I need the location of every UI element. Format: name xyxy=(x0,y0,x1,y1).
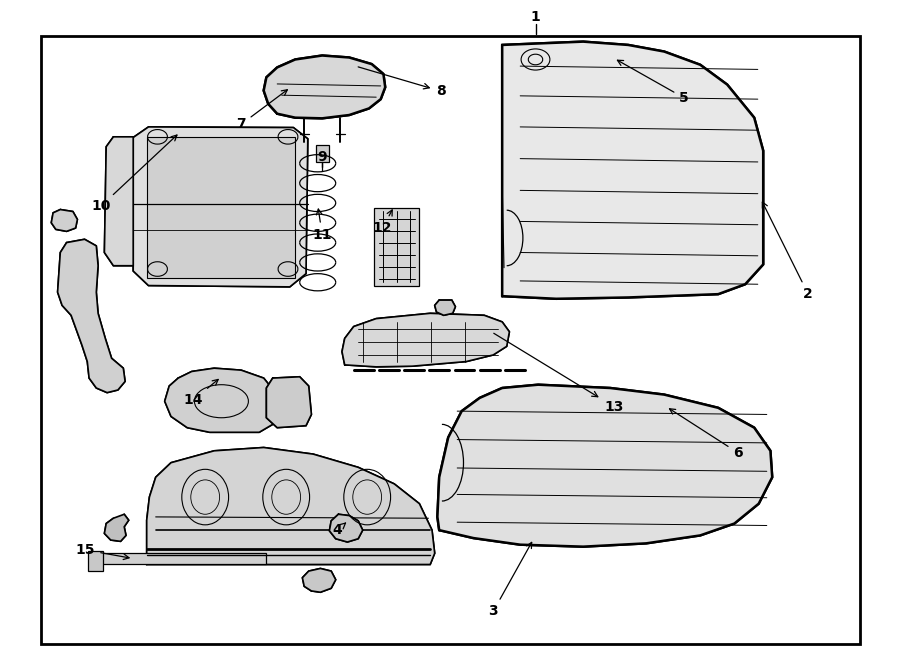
Polygon shape xyxy=(133,127,308,287)
Bar xyxy=(88,551,103,571)
Polygon shape xyxy=(264,56,385,118)
Bar xyxy=(374,208,419,286)
Text: 10: 10 xyxy=(91,135,177,214)
Text: 8: 8 xyxy=(358,67,446,98)
Bar xyxy=(316,145,329,162)
Polygon shape xyxy=(266,377,311,428)
Text: 4: 4 xyxy=(333,523,346,537)
Polygon shape xyxy=(104,514,129,541)
Polygon shape xyxy=(302,568,336,592)
Text: 11: 11 xyxy=(312,209,332,242)
Text: 3: 3 xyxy=(489,543,532,619)
Polygon shape xyxy=(104,137,133,266)
Polygon shape xyxy=(342,313,509,367)
Text: 12: 12 xyxy=(373,210,392,235)
Polygon shape xyxy=(165,368,277,432)
Polygon shape xyxy=(51,210,77,231)
Polygon shape xyxy=(147,447,435,564)
Text: 14: 14 xyxy=(184,379,218,407)
Text: 2: 2 xyxy=(762,202,813,301)
Polygon shape xyxy=(329,514,363,542)
Polygon shape xyxy=(435,300,455,315)
Text: 9: 9 xyxy=(318,149,327,164)
Polygon shape xyxy=(502,42,763,299)
Text: 15: 15 xyxy=(76,543,129,560)
Bar xyxy=(147,137,295,278)
Text: 13: 13 xyxy=(494,333,624,414)
Bar xyxy=(102,553,266,564)
Text: 5: 5 xyxy=(617,60,688,105)
Polygon shape xyxy=(58,239,125,393)
Text: 6: 6 xyxy=(670,408,742,460)
Text: 7: 7 xyxy=(237,90,287,132)
Polygon shape xyxy=(437,385,772,547)
Text: 1: 1 xyxy=(531,9,540,24)
